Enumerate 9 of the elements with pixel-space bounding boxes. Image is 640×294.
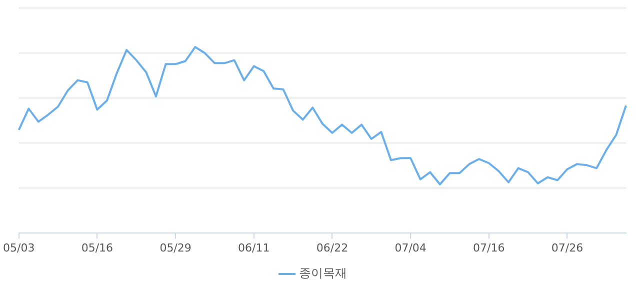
x-tick-label: 07/26 — [551, 241, 584, 254]
legend-label: 종이목재 — [299, 266, 347, 280]
x-tick-label: 06/22 — [316, 241, 348, 254]
x-tick-label: 05/16 — [81, 241, 114, 254]
x-tick-label: 06/11 — [238, 241, 270, 254]
x-tick-label: 05/29 — [160, 241, 192, 254]
x-tick-label: 05/03 — [3, 241, 35, 254]
x-tick-label: 07/04 — [394, 241, 426, 254]
x-tick-label: 07/16 — [473, 241, 505, 254]
